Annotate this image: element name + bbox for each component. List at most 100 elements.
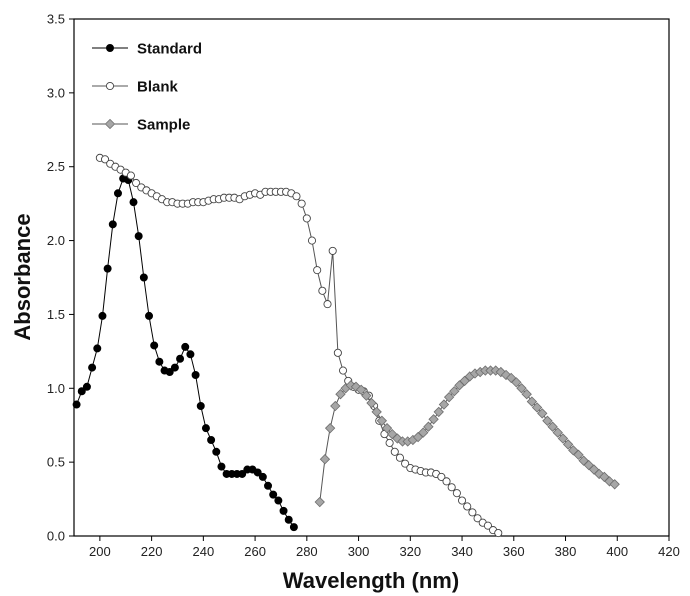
data-point xyxy=(319,454,331,465)
data-point xyxy=(212,447,221,456)
data-point xyxy=(132,178,141,188)
data-point xyxy=(390,447,399,456)
data-point xyxy=(77,387,86,396)
data-point xyxy=(217,462,226,471)
data-point xyxy=(547,421,558,432)
data-point xyxy=(381,423,393,434)
data-point xyxy=(438,399,450,410)
y-tick-label: 1.0 xyxy=(47,381,65,396)
data-point xyxy=(366,397,377,409)
data-point xyxy=(284,515,293,524)
legend: Standard Blank Sample xyxy=(92,41,202,134)
data-point xyxy=(433,406,444,418)
data-point xyxy=(100,155,110,164)
data-point xyxy=(126,171,135,180)
data-point xyxy=(108,220,117,229)
data-point xyxy=(333,348,342,357)
data-point xyxy=(552,427,563,438)
data-point xyxy=(447,483,456,492)
data-point xyxy=(335,389,346,400)
data-point xyxy=(537,408,548,419)
y-tick-label: 2.5 xyxy=(47,159,65,174)
x-axis-title: Wavelength (nm) xyxy=(283,568,459,593)
series-blank xyxy=(95,153,503,538)
data-point xyxy=(292,192,301,201)
data-point xyxy=(338,366,348,375)
series-sample xyxy=(314,365,620,508)
data-point xyxy=(449,386,460,397)
legend-label: Sample xyxy=(137,117,190,134)
x-tick-label: 200 xyxy=(89,544,111,559)
data-point xyxy=(134,232,143,241)
y-tick-label: 0.5 xyxy=(47,455,65,470)
data-point xyxy=(562,439,574,450)
data-point xyxy=(181,342,190,351)
data-point xyxy=(72,400,81,409)
data-point xyxy=(521,389,532,400)
y-axis: 0.0 0.5 1.0 1.5 2.0 2.5 3.0 3.5 xyxy=(47,12,74,544)
legend-item-sample: Sample xyxy=(92,117,190,134)
data-point xyxy=(531,402,543,413)
data-point xyxy=(113,189,122,198)
data-point xyxy=(93,344,102,353)
legend-item-standard: Standard xyxy=(92,41,202,58)
data-point xyxy=(155,357,164,366)
data-point xyxy=(150,341,159,350)
y-axis-title: Absorbance xyxy=(10,213,35,340)
data-point xyxy=(98,311,107,320)
data-point xyxy=(361,390,372,401)
data-point xyxy=(494,528,503,538)
data-point xyxy=(443,391,455,403)
data-point xyxy=(323,300,332,309)
data-point xyxy=(542,415,553,426)
data-point xyxy=(599,471,610,483)
data-point xyxy=(201,424,210,433)
x-tick-label: 220 xyxy=(141,544,163,559)
data-point xyxy=(593,468,605,480)
data-point xyxy=(318,286,327,295)
data-point xyxy=(328,246,337,255)
series-standard xyxy=(72,174,298,532)
x-tick-label: 400 xyxy=(606,544,628,559)
data-point xyxy=(583,459,594,471)
series-layer xyxy=(72,153,620,538)
data-point xyxy=(103,264,112,273)
data-point xyxy=(516,383,527,394)
legend-marker xyxy=(106,44,115,53)
data-point xyxy=(385,438,394,447)
y-tick-label: 0.0 xyxy=(47,529,65,544)
data-point xyxy=(526,396,538,407)
data-point xyxy=(418,427,429,438)
x-tick-label: 240 xyxy=(192,544,214,559)
data-point xyxy=(191,370,200,379)
data-point xyxy=(176,354,185,363)
data-point xyxy=(88,363,97,372)
data-point xyxy=(355,384,367,395)
data-point xyxy=(506,372,517,384)
data-point xyxy=(324,423,336,434)
data-point xyxy=(468,508,477,517)
legend-marker xyxy=(105,81,115,91)
data-point xyxy=(274,496,283,505)
data-point xyxy=(573,449,584,460)
data-point xyxy=(511,377,522,388)
data-point xyxy=(376,415,388,426)
data-point xyxy=(495,366,507,378)
data-point xyxy=(452,489,461,498)
data-point xyxy=(302,214,311,223)
data-point xyxy=(186,350,195,359)
y-tick-label: 1.5 xyxy=(47,307,65,322)
data-point xyxy=(457,496,467,505)
x-tick-label: 320 xyxy=(399,544,421,559)
data-point xyxy=(428,414,439,425)
x-tick-label: 280 xyxy=(296,544,318,559)
legend-marker xyxy=(104,118,116,130)
data-point xyxy=(604,476,615,487)
data-point xyxy=(557,433,569,444)
legend-item-blank: Blank xyxy=(92,79,179,96)
data-point xyxy=(297,199,306,208)
data-point xyxy=(423,421,434,432)
data-point xyxy=(568,445,579,456)
data-point xyxy=(307,236,317,245)
